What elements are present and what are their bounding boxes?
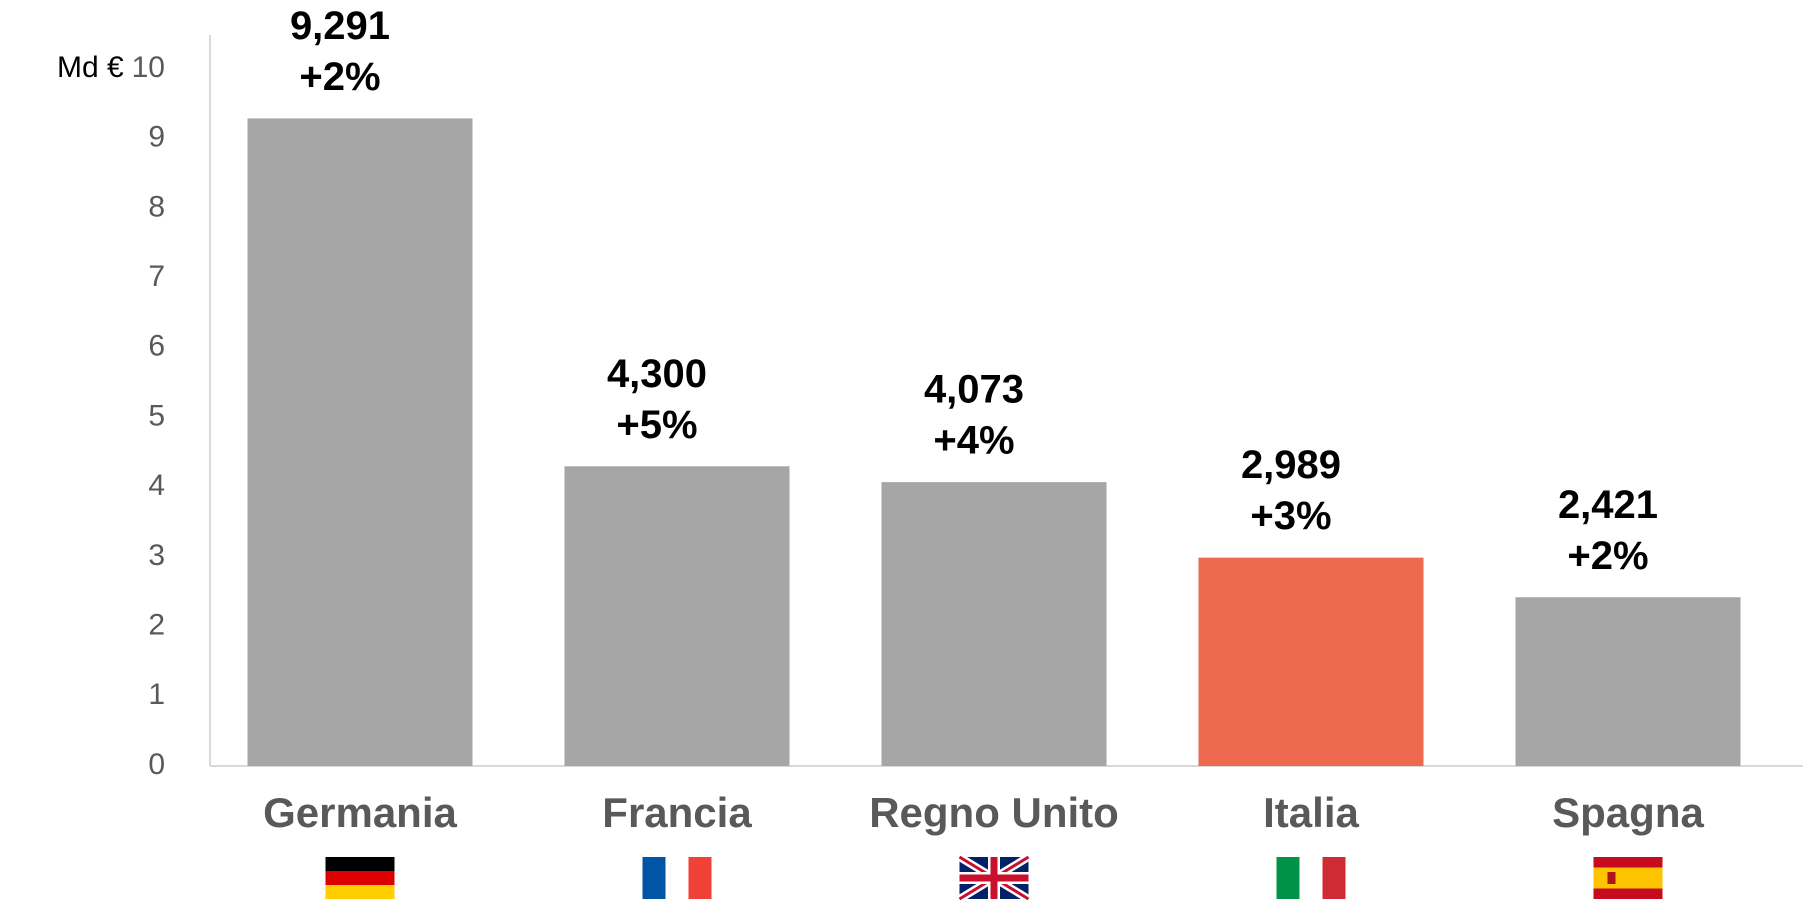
- flag-part: [1607, 872, 1616, 884]
- y-tick-label: 2: [148, 609, 165, 642]
- x-tick-label: Spagna: [1552, 789, 1704, 836]
- growth-label: +2%: [1567, 534, 1648, 578]
- y-tick-label: 8: [148, 190, 165, 223]
- growth-label: +4%: [933, 419, 1014, 463]
- flag-part: [325, 857, 395, 871]
- flag-part: [688, 857, 712, 899]
- x-tick-label: Regno Unito: [869, 789, 1119, 836]
- flag-part: [1593, 867, 1663, 889]
- flag-part: [325, 871, 395, 885]
- flag: [1276, 857, 1346, 899]
- x-tick-label: Francia: [602, 789, 752, 836]
- flag: [957, 853, 1031, 903]
- y-tick-label: 10: [132, 51, 165, 84]
- value-label: 2,989: [1241, 443, 1341, 487]
- y-axis-label: Md €: [57, 51, 124, 84]
- y-tick-label: 3: [148, 539, 165, 572]
- y-tick-label: 1: [148, 678, 165, 711]
- bar: [1198, 557, 1424, 766]
- bar: [564, 466, 790, 766]
- flag-part: [959, 857, 1029, 899]
- growth-label: +3%: [1250, 494, 1331, 538]
- flag-part: [665, 857, 689, 899]
- x-tick-label: Italia: [1263, 789, 1359, 836]
- flag: [325, 857, 395, 899]
- flag-part: [642, 857, 666, 899]
- flag-part: [325, 885, 395, 899]
- flag: [642, 857, 712, 899]
- bar: [247, 118, 473, 766]
- bar: [1515, 597, 1741, 766]
- value-label: 2,421: [1558, 483, 1658, 527]
- y-tick-label: 5: [148, 399, 165, 432]
- y-tick-label: 9: [148, 121, 165, 154]
- x-tick-label: Germania: [263, 789, 457, 836]
- bar: [881, 482, 1107, 766]
- growth-label: +5%: [616, 403, 697, 447]
- y-tick-label: 0: [148, 748, 165, 781]
- y-tick-label: 6: [148, 330, 165, 363]
- growth-label: +2%: [299, 55, 380, 99]
- y-tick-label: 4: [148, 469, 165, 502]
- flag-part: [1299, 857, 1323, 899]
- flag: [1593, 857, 1663, 899]
- y-tick-label: 7: [148, 260, 165, 293]
- flag-part: [1276, 857, 1300, 899]
- flag-part: [1322, 857, 1346, 899]
- value-label: 4,073: [924, 368, 1024, 412]
- value-label: 9,291: [290, 4, 390, 48]
- value-label: 4,300: [607, 352, 707, 396]
